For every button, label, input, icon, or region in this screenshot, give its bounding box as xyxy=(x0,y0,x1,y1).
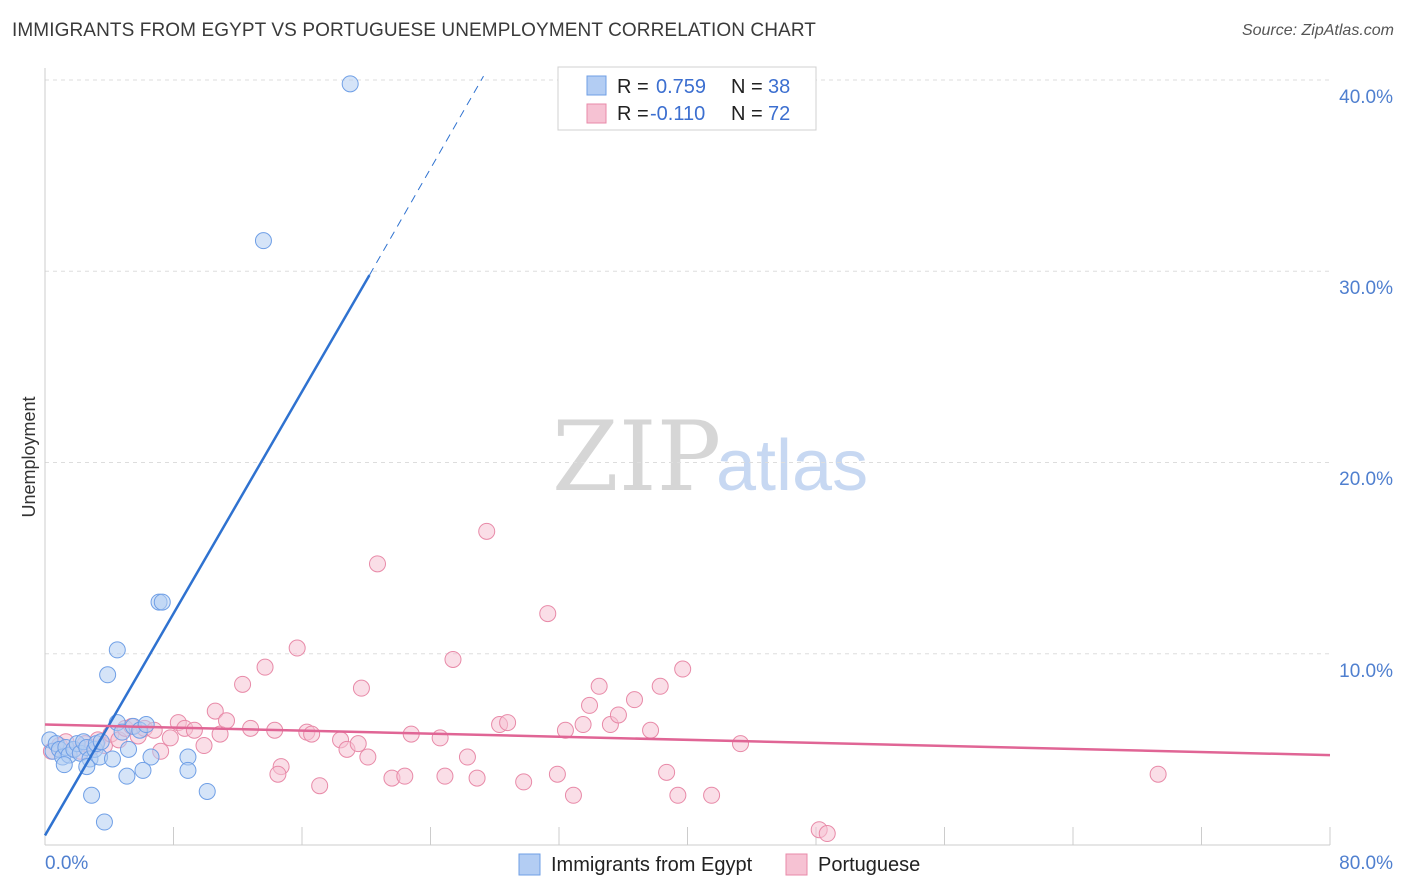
watermark-atlas: atlas xyxy=(716,426,868,506)
portuguese-point xyxy=(359,748,377,766)
trend-lines xyxy=(43,75,1331,837)
egypt-trend-extension xyxy=(369,75,484,276)
egypt-point xyxy=(83,786,101,804)
bottom-legend-label-egypt: Immigrants from Egypt xyxy=(551,854,753,876)
portuguese-point xyxy=(590,677,608,695)
gridlines xyxy=(45,79,1330,655)
portuguese-point xyxy=(499,714,517,732)
legend-n-value-egypt: 38 xyxy=(768,76,790,98)
portuguese-point xyxy=(556,721,574,739)
legend-n-label: N = xyxy=(731,76,763,98)
y-tick-label: 20.0% xyxy=(1339,469,1393,490)
legend-n-label: N = xyxy=(731,103,763,125)
portuguese-point xyxy=(609,706,627,724)
portuguese-point xyxy=(574,716,592,734)
x-axis-ticks xyxy=(173,827,1331,845)
y-tick-labels: 10.0% 20.0% 30.0% 40.0% xyxy=(1339,87,1393,682)
portuguese-point xyxy=(669,786,687,804)
portuguese-point xyxy=(185,721,203,739)
y-tick-label: 30.0% xyxy=(1339,278,1393,299)
portuguese-point xyxy=(818,825,836,843)
legend-n-value-portuguese: 72 xyxy=(768,103,790,125)
legend-r-label: R = xyxy=(617,76,649,98)
portuguese-point xyxy=(642,721,660,739)
bottom-legend: Immigrants from Egypt Portuguese xyxy=(518,853,920,876)
portuguese-point xyxy=(431,729,449,747)
egypt-point xyxy=(55,756,73,774)
portuguese-point xyxy=(674,660,692,678)
egypt-trend-line xyxy=(43,274,371,837)
portuguese-point xyxy=(206,702,224,720)
portuguese-trend-line xyxy=(44,723,1331,757)
portuguese-point xyxy=(732,735,750,753)
portuguese-point xyxy=(311,777,329,795)
portuguese-point xyxy=(288,639,306,657)
egypt-point xyxy=(120,740,138,758)
egypt-point xyxy=(118,767,136,785)
watermark-zip: ZIP xyxy=(552,401,721,513)
portuguese-point xyxy=(195,737,213,755)
portuguese-point xyxy=(548,765,566,783)
egypt-point xyxy=(254,232,272,250)
egypt-points xyxy=(41,75,359,831)
stats-legend: R = 0.759 N = 38 R = -0.110 N = 72 xyxy=(557,66,817,131)
chart-title: IMMIGRANTS FROM EGYPT VS PORTUGUESE UNEM… xyxy=(12,20,816,41)
portuguese-point xyxy=(1149,765,1167,783)
portuguese-point xyxy=(658,763,676,781)
egypt-point xyxy=(99,666,117,684)
bottom-legend-label-portuguese: Portuguese xyxy=(818,854,920,876)
y-axis-label: Unemployment xyxy=(19,396,39,517)
x-tick-label-min: 0.0% xyxy=(45,853,88,874)
portuguese-point xyxy=(436,767,454,785)
bottom-legend-swatch-portuguese xyxy=(785,853,808,876)
egypt-point xyxy=(179,761,197,779)
portuguese-point xyxy=(458,748,476,766)
portuguese-point xyxy=(234,675,252,693)
portuguese-point xyxy=(703,786,721,804)
portuguese-point xyxy=(352,679,370,697)
egypt-point xyxy=(108,641,126,659)
egypt-point xyxy=(341,75,359,93)
y-tick-label: 10.0% xyxy=(1339,661,1393,682)
egypt-point xyxy=(198,782,216,800)
portuguese-point xyxy=(161,729,179,747)
portuguese-point xyxy=(515,773,533,791)
legend-swatch-portuguese xyxy=(586,103,607,124)
portuguese-point xyxy=(303,725,321,743)
legend-r-value-egypt: 0.759 xyxy=(656,76,706,98)
portuguese-point xyxy=(269,765,287,783)
source-credit: Source: ZipAtlas.com xyxy=(1241,22,1394,39)
legend-r-label: R = xyxy=(617,103,649,125)
portuguese-point xyxy=(444,650,462,668)
portuguese-point xyxy=(539,605,557,623)
y-tick-label: 40.0% xyxy=(1339,87,1393,108)
portuguese-point xyxy=(581,696,599,714)
egypt-point xyxy=(153,593,171,611)
portuguese-point xyxy=(349,735,367,753)
portuguese-point xyxy=(368,555,386,573)
x-tick-label-max: 80.0% xyxy=(1339,853,1393,874)
egypt-point xyxy=(137,716,155,734)
portuguese-point xyxy=(218,712,236,730)
egypt-point xyxy=(142,748,160,766)
portuguese-point xyxy=(564,786,582,804)
portuguese-point xyxy=(468,769,486,787)
legend-r-value-portuguese: -0.110 xyxy=(650,103,705,125)
portuguese-point xyxy=(625,691,643,709)
portuguese-point xyxy=(478,522,496,540)
egypt-point xyxy=(95,813,113,831)
bottom-legend-swatch-egypt xyxy=(518,853,541,876)
portuguese-point xyxy=(396,767,414,785)
egypt-point xyxy=(134,761,152,779)
egypt-point xyxy=(103,750,121,768)
portuguese-point xyxy=(256,658,274,676)
legend-swatch-egypt xyxy=(586,75,607,96)
portuguese-point xyxy=(651,677,669,695)
